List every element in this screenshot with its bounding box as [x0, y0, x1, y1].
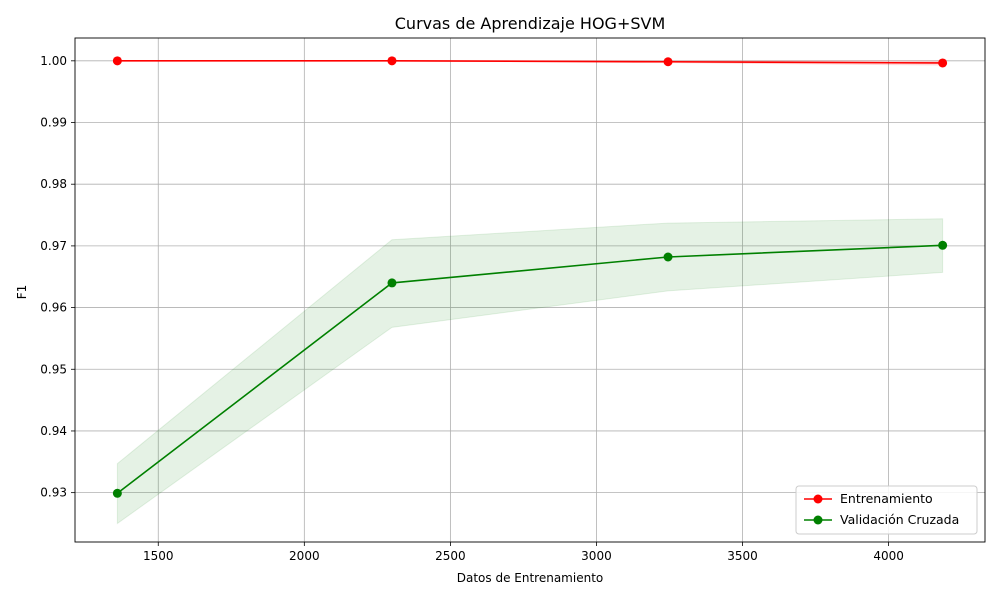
plot-area — [75, 38, 985, 542]
chart-title: Curvas de Aprendizaje HOG+SVM — [395, 14, 666, 33]
legend: Entrenamiento Validación Cruzada — [795, 485, 978, 535]
x-tick-label: 2000 — [289, 549, 320, 563]
x-tick-label: 4000 — [873, 549, 904, 563]
x-axis-label: Datos de Entrenamiento — [457, 571, 603, 585]
y-tick-label: 0.97 — [40, 239, 67, 253]
data-point — [663, 57, 673, 67]
plot-background — [75, 38, 985, 542]
x-axis-ticks: 1500 2000 2500 3000 3500 4000 — [143, 542, 904, 563]
data-point — [938, 58, 948, 68]
y-tick-label: 0.98 — [40, 177, 67, 191]
legend-box — [795, 485, 978, 535]
y-axis-label: F1 — [15, 285, 29, 300]
x-tick-label: 1500 — [143, 549, 174, 563]
legend-marker — [813, 494, 823, 504]
y-tick-label: 0.96 — [40, 301, 67, 315]
series-points — [112, 56, 948, 498]
legend-label: Validación Cruzada — [840, 512, 959, 527]
y-tick-label: 0.95 — [40, 362, 67, 376]
x-tick-label: 3500 — [727, 549, 758, 563]
data-point — [112, 488, 122, 498]
data-point — [387, 56, 397, 66]
series-lines — [116, 60, 943, 494]
y-axis-ticks: 0.93 0.94 0.95 0.96 0.97 0.98 0.99 1.00 — [40, 54, 75, 500]
data-point — [938, 240, 948, 250]
data-point — [663, 252, 673, 262]
x-tick-label: 2500 — [435, 549, 466, 563]
series-line — [117, 60, 943, 64]
plot-border — [74, 37, 986, 543]
y-tick-label: 0.99 — [40, 116, 67, 130]
plot-frame — [74, 37, 986, 543]
y-tick-label: 0.93 — [40, 486, 67, 500]
y-tick-label: 0.94 — [40, 424, 67, 438]
y-tick-label: 1.00 — [40, 54, 67, 68]
legend-marker — [813, 515, 823, 525]
series-line — [116, 244, 943, 494]
x-tick-label: 3000 — [581, 549, 612, 563]
data-point — [387, 278, 397, 288]
data-point — [112, 56, 122, 66]
legend-label: Entrenamiento — [840, 491, 933, 506]
